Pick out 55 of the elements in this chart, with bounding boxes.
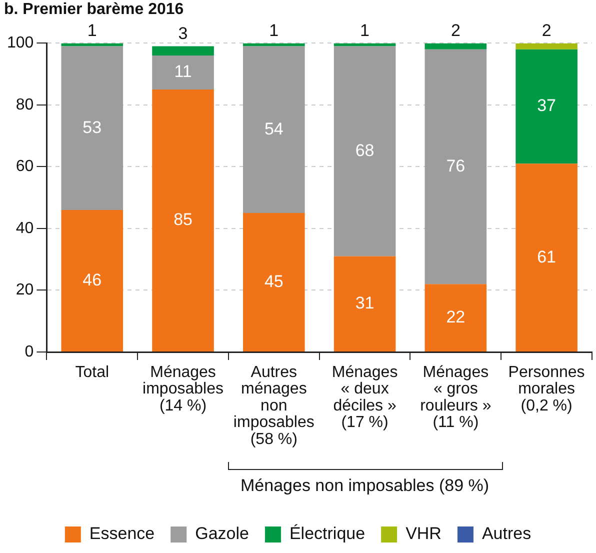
bar [516, 164, 578, 352]
data-label: 53 [82, 118, 102, 137]
x-tick-label: Personnes morales (0,2 %) [508, 364, 585, 414]
data-label: 54 [264, 119, 284, 138]
data-label: 1 [360, 20, 370, 40]
data-label: 61 [537, 247, 556, 266]
x-tick-label: Total [75, 364, 110, 381]
bar [516, 49, 578, 164]
bar [152, 46, 214, 56]
bar [424, 43, 487, 50]
data-label: 46 [82, 270, 102, 290]
bar [516, 43, 578, 50]
legend-label: Autres [482, 524, 532, 544]
data-label: 1 [269, 20, 279, 40]
x-tick-label: Ménages imposables (14 %) [142, 364, 224, 414]
y-tick-label: 60 [16, 158, 34, 176]
data-label: 2 [450, 20, 460, 40]
x-tick-label: Ménages « gros rouleurs » (11 %) [420, 364, 492, 432]
y-tick-label: 20 [16, 282, 34, 299]
y-tick-label: 100 [6, 34, 34, 52]
bar [334, 43, 396, 46]
legend-label: Électrique [289, 524, 366, 544]
data-label: 76 [446, 156, 466, 176]
data-label: 85 [174, 210, 192, 230]
legend-label: Essence [89, 524, 155, 544]
data-label: 68 [355, 140, 374, 160]
bar [152, 56, 214, 90]
bar [424, 284, 487, 352]
bar [424, 49, 487, 284]
bar [334, 256, 396, 352]
data-label: 22 [446, 307, 466, 326]
bar [243, 43, 305, 46]
bar [243, 46, 305, 214]
data-label: 11 [174, 62, 192, 82]
legend-label: Gazole [195, 524, 249, 544]
bar [61, 43, 124, 46]
data-label: 3 [178, 24, 188, 43]
text: Ménages non imposables (89 %) [240, 476, 490, 496]
y-tick-label: 80 [16, 96, 34, 114]
y-tick-label: 0 [24, 343, 34, 360]
bar [61, 210, 124, 352]
x-tick-label: Autres ménages non imposables (58 %) [233, 364, 314, 448]
x-tick-label: Ménages « deux déciles » (17 %) [332, 364, 398, 432]
data-label: 31 [355, 294, 374, 313]
bar [152, 90, 214, 352]
legend-label: VHR [406, 524, 442, 544]
bar [334, 46, 396, 256]
data-label: 45 [264, 272, 284, 291]
bar [61, 46, 124, 210]
data-label: 37 [537, 96, 556, 116]
data-label: 2 [542, 20, 552, 40]
data-label: 1 [87, 20, 97, 40]
y-tick-label: 40 [16, 220, 34, 237]
bar [243, 213, 305, 352]
chart-title: b. Premier barème 2016 [4, 1, 184, 18]
